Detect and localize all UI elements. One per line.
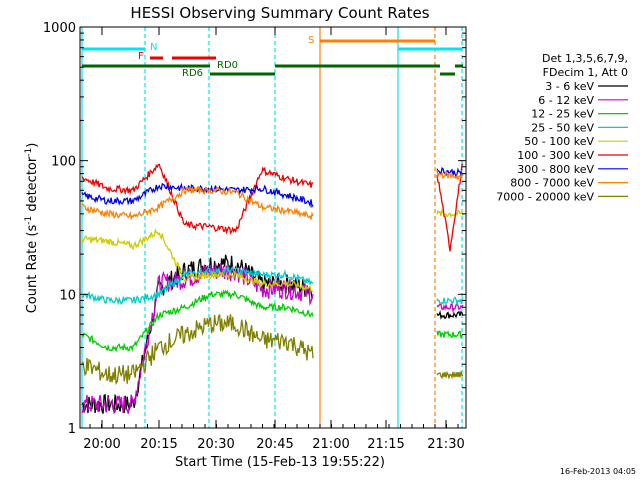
series-line-before-gap — [81, 227, 314, 293]
series-6 — [81, 166, 464, 209]
legend-label: 3 - 6 keV — [545, 80, 594, 93]
y-axis-label: Count Rate (s-1 detector-1) — [24, 143, 40, 314]
flag-label: F — [138, 51, 144, 62]
x-axis-label: Start Time (15-Feb-13 19:55:22) — [175, 455, 385, 470]
flag-label: RD6 — [182, 68, 203, 79]
series-line-before-gap — [81, 314, 314, 386]
legend-label: 12 - 25 keV — [531, 108, 594, 121]
y-tick-label: 10 — [59, 288, 76, 303]
series-5 — [81, 163, 464, 252]
legend: Det 1,3,5,6,7,9, FDecim 1, Att 0 3 - 6 k… — [496, 52, 628, 203]
series-8 — [81, 314, 463, 386]
series-0 — [81, 254, 464, 414]
flag-label: RD0 — [217, 60, 238, 71]
legend-label: 300 - 800 keV — [517, 163, 594, 176]
x-tick-label: 20:45 — [256, 437, 293, 452]
plot-area: NF S RD0 RD6 — [81, 27, 464, 428]
series-line-after-gap — [436, 296, 464, 307]
generation-timestamp: 16-Feb-2013 04:05 — [560, 467, 636, 476]
legend-label: 50 - 100 keV — [524, 135, 594, 148]
x-tick-label: 20:00 — [83, 437, 120, 452]
x-tick-label: 21:00 — [312, 437, 349, 452]
series-line-after-gap — [436, 166, 464, 178]
series-4 — [81, 208, 464, 293]
flag-label: N — [150, 42, 157, 53]
y-tick-label: 100 — [51, 155, 76, 170]
series-line-after-gap — [436, 302, 464, 314]
series-line-after-gap — [436, 310, 464, 320]
x-tick-label: 20:15 — [140, 437, 177, 452]
x-tick-label: 21:15 — [367, 437, 404, 452]
legend-label: 800 - 7000 keV — [510, 177, 594, 190]
x-axis: 20:00 20:15 20:30 20:45 21:00 21:15 21:30 — [83, 27, 465, 452]
series-3 — [81, 265, 464, 307]
x-tick-label: 20:30 — [197, 437, 234, 452]
x-tick-label: 21:30 — [427, 437, 464, 452]
series-line-after-gap — [436, 330, 464, 339]
legend-header-line-1: Det 1,3,5,6,7,9, — [542, 52, 628, 65]
series-line-after-gap — [436, 169, 464, 182]
series-2 — [81, 289, 464, 353]
series-line-before-gap — [81, 163, 314, 235]
series-line-after-gap — [436, 370, 463, 381]
y-tick-label: 1 — [68, 422, 76, 437]
legend-label: 100 - 300 keV — [517, 149, 594, 162]
legend-label: 6 - 12 keV — [538, 94, 594, 107]
series-line-before-gap — [81, 182, 314, 209]
y-tick-label: 1000 — [43, 21, 76, 36]
series-line-before-gap — [81, 289, 314, 353]
flag-label: S — [308, 35, 314, 46]
series-line-after-gap — [436, 163, 464, 252]
legend-label: 25 - 50 keV — [531, 121, 594, 134]
series-line-after-gap — [436, 208, 464, 218]
y-axis: 1 10 100 1000 — [43, 21, 466, 437]
legend-header-line-2: FDecim 1, Att 0 — [543, 66, 628, 79]
series-7 — [81, 169, 464, 221]
series-line-before-gap — [81, 265, 314, 306]
plot-frame — [79, 26, 467, 429]
series-line-before-gap — [81, 186, 314, 221]
chart-title: HESSI Observing Summary Count Rates — [130, 4, 429, 22]
legend-label: 7000 - 20000 keV — [496, 190, 594, 203]
